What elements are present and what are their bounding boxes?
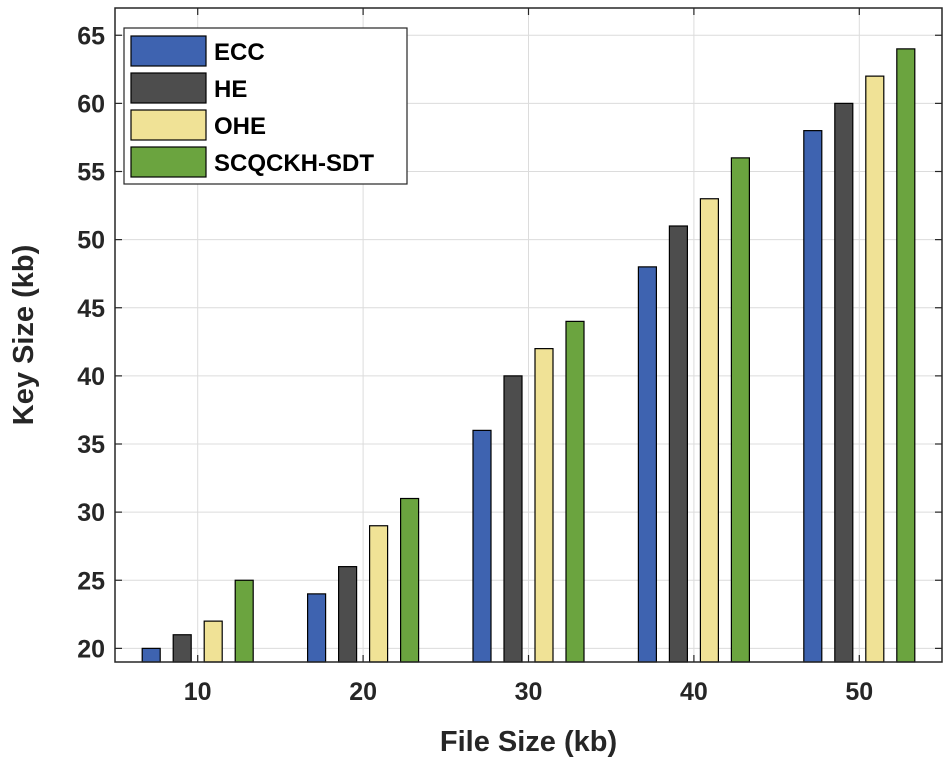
x-tick-label: 50 (845, 678, 873, 706)
bar-he-10 (172, 634, 192, 663)
legend-swatch-ohe (130, 109, 207, 141)
y-tick-label: 65 (77, 22, 105, 50)
y-axis-ticks: 20 25 30 35 40 45 50 55 60 65 (77, 22, 942, 663)
x-tick-label: 20 (349, 678, 377, 706)
y-tick-label: 25 (77, 567, 105, 595)
y-tick-label: 60 (77, 90, 105, 118)
bar-ohe-40 (699, 198, 720, 663)
bar-ohe-50 (865, 75, 885, 663)
bar-ohe-20 (369, 525, 389, 663)
bar-ecc-10 (141, 647, 161, 663)
bar-he-30 (503, 375, 523, 663)
legend-swatch-he (130, 72, 207, 104)
bar-ohe-30 (534, 348, 554, 663)
x-axis-ticks: 10 20 30 40 50 (184, 8, 873, 706)
y-tick-label: 30 (77, 499, 105, 527)
bar-ecc-20 (307, 593, 327, 663)
legend-label-he: HE (214, 76, 247, 103)
bars (141, 48, 916, 663)
legend-label-scqckh-sdt: SCQCKH-SDT (214, 150, 374, 177)
bar-scqckh-sdt-40 (730, 157, 751, 663)
y-tick-label: 20 (77, 635, 105, 663)
bar-he-50 (834, 102, 854, 663)
legend-swatch-ecc (130, 35, 207, 67)
y-tick-label: 40 (77, 363, 105, 391)
y-tick-label: 35 (77, 431, 105, 459)
legend-label-ohe: OHE (214, 113, 266, 140)
bar-scqckh-sdt-10 (234, 579, 254, 663)
x-tick-label: 30 (515, 678, 543, 706)
y-tick-label: 55 (77, 159, 105, 187)
bar-ecc-40 (637, 266, 658, 663)
y-axis-title: Key Size (kb) (8, 245, 40, 426)
bar-scqckh-sdt-20 (400, 497, 420, 663)
bar-he-40 (668, 225, 689, 663)
x-tick-label: 10 (184, 678, 212, 706)
y-tick-label: 50 (77, 227, 105, 255)
legend-swatch-scqckh-sdt (130, 146, 207, 178)
bar-he-20 (338, 566, 358, 663)
bar-ohe-10 (203, 620, 223, 663)
bar-scqckh-sdt-50 (896, 48, 916, 663)
bar-ecc-30 (472, 429, 492, 663)
legend: ECC HE OHE SCQCKH-SDT (123, 27, 408, 185)
bar-scqckh-sdt-30 (565, 320, 585, 663)
y-tick-label: 45 (77, 295, 105, 323)
x-tick-label: 40 (680, 678, 708, 706)
x-axis-title: File Size (kb) (440, 726, 617, 758)
bar-ecc-50 (803, 130, 823, 663)
legend-label-ecc: ECC (214, 39, 265, 66)
